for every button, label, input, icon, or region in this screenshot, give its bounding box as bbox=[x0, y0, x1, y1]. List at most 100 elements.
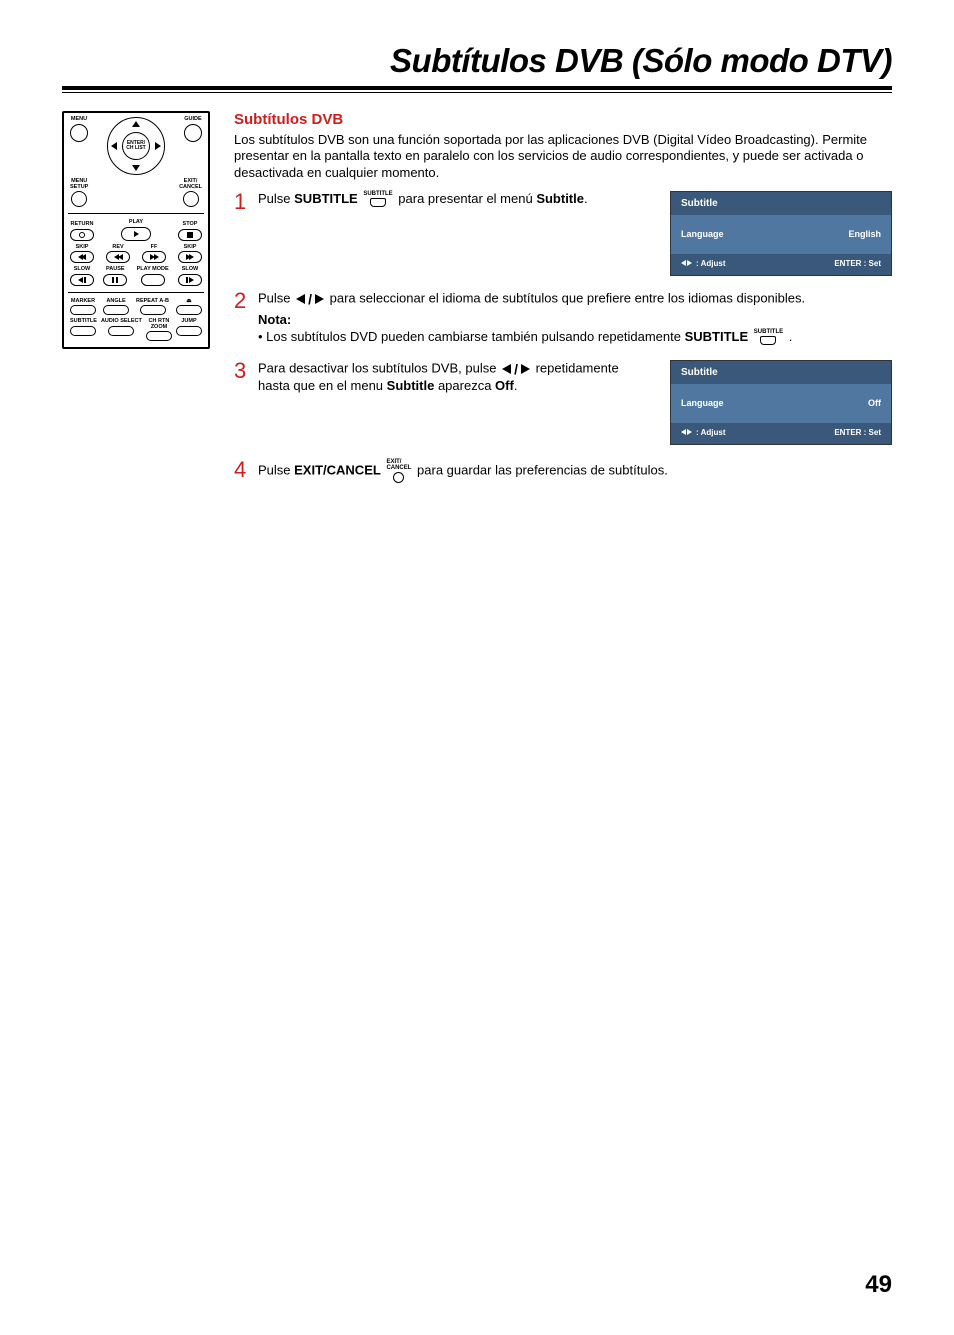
step-4-number: 4 bbox=[234, 459, 248, 481]
remote-btn-pause bbox=[103, 274, 127, 286]
remote-btn-enter: ENTER/ CH LIST bbox=[122, 132, 150, 160]
osd-arrows-icon bbox=[681, 429, 692, 435]
remote-btn-subtitle bbox=[70, 326, 96, 336]
remote-label-pause: PAUSE bbox=[106, 267, 125, 273]
remote-btn-return bbox=[70, 229, 94, 241]
step-2-number: 2 bbox=[234, 290, 248, 312]
remote-label-subtitle: SUBTITLE bbox=[70, 319, 97, 325]
remote-label-repeat: REPEAT A-B bbox=[136, 299, 169, 305]
remote-btn-audio-select bbox=[108, 326, 134, 336]
step-3: 3 Para desactivar los subtítulos DVB, pu… bbox=[234, 360, 892, 445]
step-4-button-name: EXIT/CANCEL bbox=[294, 462, 381, 477]
rule-thin bbox=[62, 92, 892, 93]
remote-btn-repeat bbox=[140, 305, 166, 315]
remote-label-play: PLAY bbox=[129, 220, 143, 226]
remote-btn-jump bbox=[176, 326, 202, 336]
step-2-text-pre: Pulse bbox=[258, 290, 294, 305]
step-1-text-pre: Pulse bbox=[258, 191, 294, 206]
osd-2-title: Subtitle bbox=[671, 361, 891, 384]
osd-panel-1: Subtitle Language English : Adjust ENTER… bbox=[670, 191, 892, 276]
osd-2-row-label: Language bbox=[681, 398, 724, 410]
step-3-text-end: . bbox=[514, 378, 518, 393]
remote-nav-pad: ENTER/ CH LIST bbox=[107, 117, 165, 175]
osd-2-foot-right: ENTER : Set bbox=[834, 428, 881, 438]
step-1-text-end: . bbox=[584, 191, 588, 206]
osd-arrows-icon bbox=[681, 260, 692, 266]
step-4: 4 Pulse EXIT/CANCEL EXIT/ CANCEL para gu… bbox=[234, 459, 892, 483]
section-intro: Los subtítulos DVB son una función sopor… bbox=[234, 132, 892, 181]
remote-btn-ch-rtn bbox=[146, 331, 172, 341]
left-right-arrows-icon: / bbox=[502, 360, 530, 378]
osd-1-foot-left: : Adjust bbox=[696, 259, 725, 268]
remote-btn-slow-l bbox=[70, 274, 94, 286]
step-2-note-pre: Los subtítulos DVD pueden cambiarse tamb… bbox=[266, 329, 684, 344]
step-4-text-post: para guardar las preferencias de subtítu… bbox=[413, 462, 667, 477]
osd-2-foot-left: : Adjust bbox=[696, 428, 725, 437]
step-2-note-post: . bbox=[785, 329, 792, 344]
step-2: 2 Pulse / para seleccionar el idioma de … bbox=[234, 290, 892, 346]
remote-label-stop: STOP bbox=[183, 222, 198, 228]
step-3-off: Off bbox=[495, 378, 514, 393]
remote-label-return: RETURN bbox=[71, 222, 94, 228]
remote-btn-skip-fwd bbox=[178, 251, 202, 263]
remote-btn-ff bbox=[142, 251, 166, 263]
step-2-note-label: Nota: bbox=[258, 312, 291, 327]
section-heading: Subtítulos DVB bbox=[234, 111, 892, 128]
remote-label-eject: ⏏ bbox=[186, 299, 191, 305]
osd-panel-2: Subtitle Language Off : Adjust ENTER : S… bbox=[670, 360, 892, 445]
remote-btn-menu bbox=[70, 124, 88, 142]
remote-label-guide: GUIDE bbox=[184, 117, 201, 123]
remote-label-slow-l: SLOW bbox=[74, 267, 91, 273]
osd-1-title: Subtitle bbox=[671, 192, 891, 215]
step-2-note-item: Los subtítulos DVD pueden cambiarse tamb… bbox=[258, 329, 892, 346]
step-3-menu-name: Subtitle bbox=[387, 378, 435, 393]
subtitle-button-icon: SUBTITLE bbox=[363, 191, 392, 207]
remote-label-skip-back: SKIP bbox=[76, 245, 89, 251]
remote-label-rev: REV bbox=[112, 245, 123, 251]
remote-label-jump: JUMP bbox=[181, 319, 196, 325]
osd-2-row-value: Off bbox=[868, 398, 881, 410]
step-3-text-mid2: aparezca bbox=[434, 378, 495, 393]
remote-label-play-mode: PLAY MODE bbox=[137, 267, 169, 273]
remote-control-illustration: MENU ENTER/ CH LIST GUIDE bbox=[62, 111, 210, 349]
subtitle-button-icon: SUBTITLE bbox=[754, 329, 783, 345]
step-3-number: 3 bbox=[234, 360, 248, 382]
step-2-text-post: para seleccionar el idioma de subtítulos… bbox=[326, 290, 805, 305]
page-title: Subtítulos DVB (Sólo modo DTV) bbox=[390, 42, 892, 79]
remote-btn-slow-r bbox=[178, 274, 202, 286]
remote-btn-play-mode bbox=[141, 274, 165, 286]
page-title-block: Subtítulos DVB (Sólo modo DTV) bbox=[62, 42, 892, 80]
remote-btn-rev bbox=[106, 251, 130, 263]
step-1-text-mid: para presentar el menú bbox=[395, 191, 537, 206]
step-1-button-name: SUBTITLE bbox=[294, 191, 358, 206]
osd-1-row-label: Language bbox=[681, 229, 724, 241]
remote-label-ch-rtn: CH RTN ZOOM bbox=[149, 319, 170, 330]
remote-btn-stop bbox=[178, 229, 202, 241]
remote-btn-guide bbox=[184, 124, 202, 142]
step-1-menu-name: Subtitle bbox=[536, 191, 584, 206]
remote-btn-menu-setup bbox=[71, 191, 87, 207]
remote-label-angle: ANGLE bbox=[106, 299, 125, 305]
left-right-arrows-icon: / bbox=[296, 290, 324, 308]
remote-label-audio-select: AUDIO SELECT bbox=[101, 319, 142, 325]
remote-btn-eject bbox=[176, 305, 202, 315]
remote-label-ff: FF bbox=[151, 245, 158, 251]
remote-label-exit-cancel: EXIT/ CANCEL bbox=[179, 179, 202, 190]
rule-thick bbox=[62, 86, 892, 90]
remote-label-slow-r: SLOW bbox=[182, 267, 199, 273]
remote-btn-marker bbox=[70, 305, 96, 315]
step-3-text-pre: Para desactivar los subtítulos DVB, puls… bbox=[258, 360, 500, 375]
page-number: 49 bbox=[865, 1271, 892, 1299]
remote-btn-angle bbox=[103, 305, 129, 315]
remote-label-menu-setup: MENU SETUP bbox=[70, 179, 88, 190]
exit-cancel-button-icon: EXIT/ CANCEL bbox=[386, 459, 411, 483]
remote-label-marker: MARKER bbox=[71, 299, 95, 305]
step-1-number: 1 bbox=[234, 191, 248, 213]
osd-1-row-value: English bbox=[848, 229, 881, 241]
step-4-text-pre: Pulse bbox=[258, 462, 294, 477]
remote-btn-exit-cancel bbox=[183, 191, 199, 207]
osd-1-foot-right: ENTER : Set bbox=[834, 259, 881, 269]
remote-label-menu: MENU bbox=[71, 117, 87, 123]
remote-label-skip-fwd: SKIP bbox=[184, 245, 197, 251]
remote-btn-play bbox=[121, 227, 151, 241]
